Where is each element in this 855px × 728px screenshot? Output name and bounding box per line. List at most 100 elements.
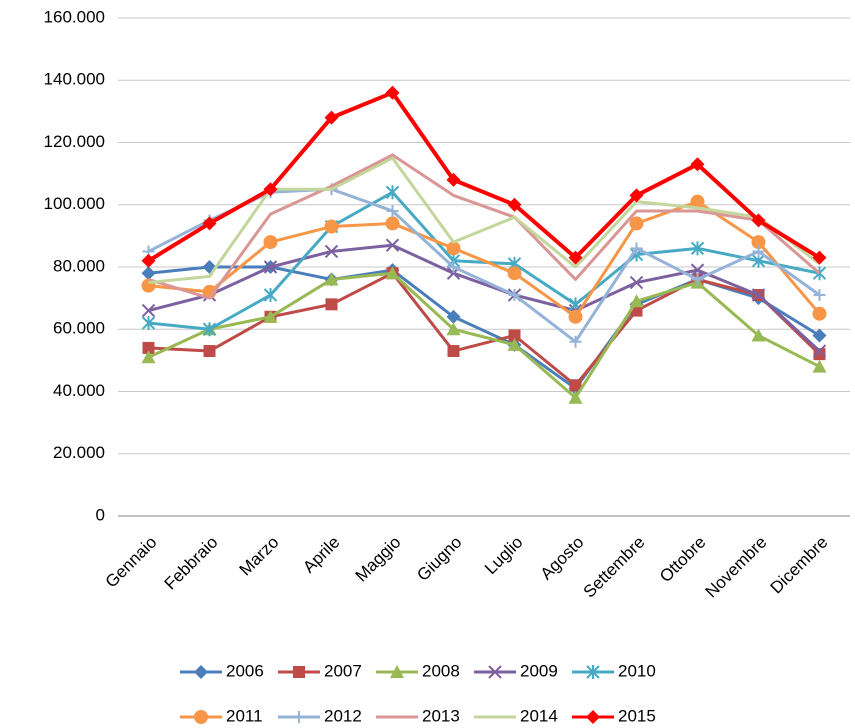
legend-item: 2013 [376,706,460,725]
marker [263,182,278,197]
marker [507,197,522,212]
legend-marker [390,665,404,678]
x-tick-label: Marzo [236,533,283,580]
legend-label: 2010 [618,661,656,680]
series-line [148,271,821,387]
y-tick-label: 100.000 [44,194,105,213]
legend-marker [293,666,305,678]
x-tick-label: Maggio [352,533,405,586]
legend-label: 2006 [226,661,264,680]
legend-label: 2013 [422,706,460,725]
series-line [147,90,821,263]
marker [263,235,278,250]
legend-label: 2015 [618,706,656,725]
marker [263,309,278,323]
marker [202,322,217,337]
legend-item: 2014 [474,706,558,725]
marker [508,329,521,342]
x-tick-label: Luglio [481,533,527,579]
marker [812,328,827,343]
marker [324,272,339,286]
marker [630,242,643,255]
legend-label: 2008 [422,661,460,680]
marker [385,238,400,252]
marker [324,244,339,259]
x-tick-label: Dicembre [767,533,832,598]
legend-item: 2006 [180,661,264,680]
marker [385,266,400,280]
marker [629,275,644,290]
marker [446,309,461,324]
x-tick-label: Ottobre [656,533,710,587]
legend-label: 2009 [520,661,558,680]
marker [263,288,278,303]
marker [386,204,399,217]
x-tick-label: Settembre [580,533,649,602]
marker [751,213,766,228]
marker [385,216,400,231]
marker [507,337,522,351]
marker [446,322,461,336]
legend-label: 2011 [226,706,263,725]
x-tick-label: Agosto [537,533,588,584]
marker [141,266,156,281]
legend-label: 2007 [324,661,362,680]
marker [690,194,705,209]
marker [752,245,765,258]
marker [385,85,400,100]
legend-item: 2010 [572,661,656,680]
marker [324,219,339,234]
marker [446,172,461,187]
marker [568,250,583,265]
x-tick-label: Novembre [702,533,771,602]
marker [141,303,156,318]
marker [629,188,644,203]
marker [324,110,339,125]
marker [691,273,704,286]
series-line [148,153,821,300]
series-line [147,271,821,400]
marker [141,253,156,268]
marker [812,359,827,373]
marker [203,345,216,358]
marker [751,328,766,342]
y-tick-label: 120.000 [44,132,105,151]
marker [446,241,461,256]
marker [813,348,826,361]
x-tick-label: Febbraio [161,533,222,594]
marker [569,335,582,348]
marker [629,216,644,231]
legend-item: 2011 [180,706,263,725]
marker [812,306,827,321]
marker [142,341,155,354]
marker [690,263,705,277]
legend-marker [194,710,208,724]
y-tick-label: 140.000 [44,70,105,89]
marker [690,157,705,172]
marker [629,294,644,308]
legend-label: 2014 [520,706,558,725]
legend-marker [293,711,305,723]
marker [507,266,522,281]
marker [447,261,460,273]
marker [141,350,156,364]
legend-item: 2007 [278,661,362,680]
y-tick-label: 160.000 [44,7,105,26]
x-tick-label: Gennaio [102,533,161,592]
y-tick-label: 20.000 [53,443,105,462]
y-tick-label: 40.000 [53,381,105,400]
legend-marker [586,665,600,679]
marker [812,344,827,358]
marker [813,289,826,302]
y-tick-label: 80.000 [53,256,105,275]
marker [690,241,705,256]
marker [325,298,338,311]
marker [751,288,766,302]
marker [141,316,156,331]
y-tick-label: 60.000 [53,319,105,338]
marker [569,379,582,392]
marker [202,216,217,231]
series-line [148,156,821,285]
marker [508,289,521,302]
